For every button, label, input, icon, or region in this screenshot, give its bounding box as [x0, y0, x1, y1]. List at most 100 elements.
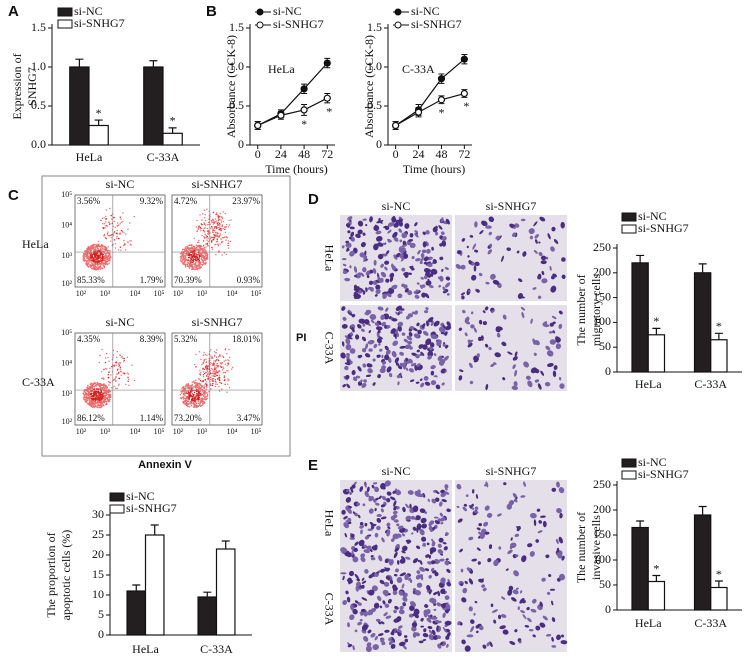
flow-event [103, 383, 104, 384]
chart-annotation: C-33A [402, 62, 435, 76]
flow-event [214, 368, 215, 369]
y-tick-label: 10⁵ [61, 190, 72, 199]
flow-event [100, 263, 101, 264]
flow-event [198, 396, 199, 397]
flow-event [185, 391, 186, 392]
flow-event [106, 225, 107, 226]
flow-event [117, 351, 118, 352]
flow-event [90, 386, 91, 387]
flow-event [92, 401, 93, 402]
legend-swatch [58, 8, 72, 16]
flow-event [222, 362, 223, 363]
x-tick-label: 24 [275, 147, 287, 161]
flow-event [228, 247, 229, 248]
flow-event [195, 354, 196, 355]
flow-event [87, 385, 88, 386]
row-label: HeLa [22, 237, 49, 251]
flow-event [210, 377, 211, 378]
flow-plot [75, 195, 165, 287]
flow-event [217, 375, 218, 376]
flow-event [219, 250, 220, 251]
flow-event [185, 265, 186, 266]
flow-event [89, 391, 90, 392]
point [255, 123, 261, 129]
flow-event [107, 357, 108, 358]
flow-event [197, 245, 198, 246]
legend-swatch [622, 459, 636, 467]
flow-event [100, 257, 101, 258]
flow-event [105, 256, 106, 257]
flow-event [196, 226, 197, 227]
y-tick-label: 5 [98, 607, 104, 621]
flow-event [96, 267, 97, 268]
flow-event [224, 375, 225, 376]
flow-event [101, 245, 102, 246]
quadrant-percent: 9.32% [140, 196, 164, 206]
flow-event [229, 224, 230, 225]
flow-event [110, 257, 111, 258]
flow-event [182, 260, 183, 261]
flow-event [129, 222, 130, 223]
x-axis-label: Time (hours) [403, 162, 466, 176]
flow-event [212, 378, 213, 379]
flow-event [207, 373, 208, 374]
flow-event [117, 368, 118, 369]
flow-event [95, 253, 96, 254]
flow-event [107, 261, 108, 262]
flow-event [88, 259, 89, 260]
flow-event [107, 387, 108, 388]
error-bar [699, 507, 707, 516]
flow-event [95, 397, 96, 398]
legend-label: si-SNHG7 [126, 501, 177, 515]
flow-event [190, 266, 191, 267]
flow-event [210, 384, 211, 385]
significance-marker: * [326, 105, 332, 119]
flow-event [192, 267, 193, 268]
flow-event [191, 402, 192, 403]
flow-event [104, 390, 105, 391]
flow-event [108, 253, 109, 254]
bar [127, 591, 145, 635]
flow-event [214, 355, 215, 356]
flow-event [84, 394, 85, 395]
flow-event [215, 233, 216, 234]
significance-marker: * [653, 314, 659, 328]
column-label: si-NC [106, 315, 135, 329]
flow-event [227, 384, 228, 385]
x-tick-label: 10⁵ [154, 289, 165, 298]
flow-event [107, 233, 108, 234]
flow-event [197, 395, 198, 396]
flow-event [202, 250, 203, 251]
flow-event [194, 397, 195, 398]
y-tick-label: 15 [92, 567, 104, 581]
flow-event [92, 399, 93, 400]
flow-event [119, 355, 120, 356]
flow-event [232, 367, 233, 368]
flow-event [207, 365, 208, 366]
error-bar [636, 255, 644, 262]
flow-event [187, 246, 188, 247]
flow-event [192, 248, 193, 249]
flow-event [180, 260, 181, 261]
point [461, 56, 467, 62]
flow-event [219, 375, 220, 376]
flow-event [227, 245, 228, 246]
flow-event [93, 394, 94, 395]
flow-event [205, 225, 206, 226]
flow-event [220, 224, 221, 225]
quadrant-percent: 18.01% [232, 334, 260, 344]
flow-event [223, 221, 224, 222]
flow-event [203, 260, 204, 261]
point [438, 76, 444, 82]
flow-event [217, 241, 218, 242]
quadrant-percent: 4.72% [174, 196, 198, 206]
flow-event [97, 395, 98, 396]
bar [695, 273, 711, 372]
flow-event [98, 385, 99, 386]
flow-event [215, 232, 216, 233]
flow-event [218, 245, 219, 246]
flow-event [193, 246, 194, 247]
flow-event [96, 395, 97, 396]
flow-event [111, 237, 112, 238]
flow-event [121, 371, 122, 372]
